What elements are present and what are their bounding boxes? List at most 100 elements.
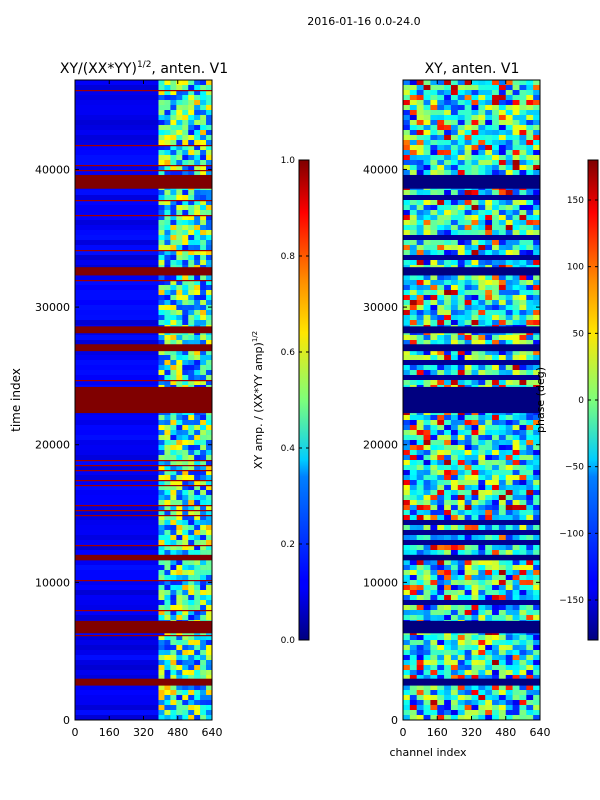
phase-flagged-band [403,326,540,334]
amplitude-cell [75,590,159,596]
phase-cell [512,700,520,706]
phase-cell [512,100,520,106]
phase-cell [444,115,452,121]
amplitude-cell [188,160,195,166]
phase-cell [471,560,479,566]
phase-cell [471,355,479,361]
phase-cell [478,150,486,156]
amplitude-panel: XY/(XX*YY)1/2, anten. V1 0 160 320 480 640 0… [9,60,228,739]
phase-cell [437,565,445,571]
phase-cell [498,260,507,266]
phase-cell [416,190,424,196]
phase-cell [416,370,424,376]
phase-cell [512,300,520,306]
amplitude-cell [170,145,177,151]
phase-cell [512,560,520,566]
amplitude-cell [164,230,171,236]
amplitude-cell [164,155,171,161]
phase-cell [409,575,417,581]
phase-cell [498,505,507,511]
amplitude-cell [164,110,171,116]
phase-cell [471,260,479,266]
amplitude-cell [206,640,212,646]
phase-cell [485,240,493,246]
phase-cell [444,670,452,676]
amplitude-cell [158,105,165,111]
phase-cell [409,490,417,496]
phase-cell [464,275,472,281]
phase-cell [464,310,472,316]
phase-cell [533,90,540,96]
phase-cell [450,460,459,466]
phase-cell [423,450,431,456]
amplitude-cell [206,150,212,156]
phase-cell [464,710,472,716]
phase-cell [512,485,520,491]
phase-cell [450,230,459,236]
phase-cell [512,420,520,426]
phase-cell [498,420,507,426]
amplitude-cell [200,455,207,461]
amplitude-cell [182,220,189,226]
amplitude-cell [170,225,177,231]
amplitude-cell [176,615,183,621]
amplitude-cell [170,600,177,606]
amplitude-cell [188,235,195,241]
phase-cell [423,475,431,481]
phase-cell [478,95,486,101]
amplitude-cell [164,245,171,251]
amplitude-cell [182,260,189,266]
phase-cell [416,230,424,236]
phase-cell [464,135,472,141]
amplitude-cell [170,570,177,576]
amplitude-cell [75,610,159,616]
amplitude-cell [176,320,183,326]
amplitude-cell [158,255,165,261]
phase-cell [485,315,493,321]
phase-cell [533,95,540,101]
phase-cell [498,105,507,111]
phase-cell [519,365,527,371]
phase-cell [512,305,520,311]
phase-cell [478,535,486,541]
phase-cell [457,670,465,676]
phase-cell [430,635,438,641]
phase-cell [519,145,527,151]
phase-cell [437,485,445,491]
phase-cell [526,445,534,451]
amplitude-cell [182,415,189,421]
amplitude-cell [200,545,207,551]
phase-cell [519,120,527,126]
phase-cell [444,695,452,701]
phase-cell [505,130,513,136]
phase-cell [423,355,431,361]
amplitude-flag-line [75,90,212,92]
phase-cell [450,335,459,341]
phase-cell [403,700,411,706]
phase-cell [492,160,500,166]
phase-cell [430,515,438,521]
phase-cell [444,220,452,226]
phase-cell [444,245,452,251]
phase-cell [423,190,431,196]
phase-cell [444,420,452,426]
amplitude-cell [164,165,171,171]
amplitude-cell [158,690,165,696]
phase-cell [450,170,459,176]
phase-cell [526,295,534,301]
amplitude-cell [75,560,159,566]
amplitude-cell [182,430,189,436]
amplitude-cell [176,340,183,346]
amplitude-cell [188,130,195,136]
phase-cell [423,715,431,720]
phase-cell [485,215,493,221]
amplitude-cell [164,125,171,131]
phase-cell [437,710,445,716]
phase-cell [519,535,527,541]
amplitude-cell [200,250,207,256]
amplitude-cell [164,715,171,720]
phase-cell [423,125,431,131]
amplitude-cell [206,490,212,496]
phase-cell [450,160,459,166]
